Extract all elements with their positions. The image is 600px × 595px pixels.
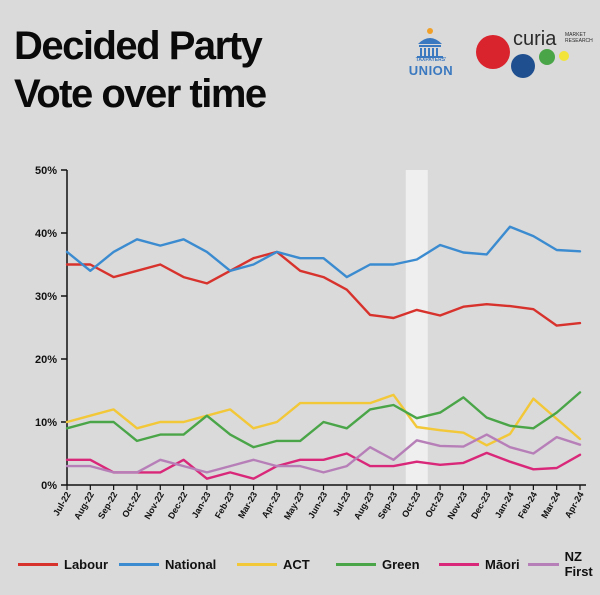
chart-legend: Labour National ACT Green Māori NZ First (0, 549, 600, 579)
taxpayers-union-logo (417, 28, 443, 58)
y-tick-label: 20% (35, 354, 57, 366)
x-tick-label: Sep-22 (96, 490, 119, 520)
curia-wordmark: curia (513, 28, 557, 50)
x-tick-label: Jan-24 (493, 490, 516, 520)
legend-item-national: National (119, 552, 216, 576)
chart-title: Decided Party Vote over time (14, 22, 267, 118)
legend-swatch (119, 562, 159, 566)
x-tick-label: Feb-23 (213, 490, 236, 520)
series-line-m-ori (65, 451, 582, 480)
title-line-1: Decided Party (14, 24, 263, 68)
legend-item-green: Green (336, 552, 420, 576)
y-tick-label: 0% (41, 480, 57, 492)
legend-swatch (336, 562, 376, 566)
legend-label: NZ First (564, 549, 593, 579)
x-tick-label: Apr-23 (260, 490, 283, 520)
x-tick-label: Oct-23 (423, 490, 446, 519)
x-tick-label: Dec-23 (469, 490, 492, 520)
legend-swatch (18, 562, 58, 566)
x-tick-label: Feb-24 (516, 490, 539, 520)
highlight-band (405, 170, 428, 485)
legend-label: Green (382, 556, 420, 572)
x-tick-label: Oct-23 (400, 490, 423, 519)
legend-swatch (528, 562, 559, 566)
x-tick-label: Dec-22 (166, 490, 189, 520)
legend-label: Māori (485, 556, 520, 572)
x-tick-label: Jul-23 (331, 490, 353, 518)
legend-item-m-ori: Māori (439, 552, 520, 576)
x-tick-label: Nov-22 (142, 490, 166, 520)
y-tick-label: 50% (35, 165, 57, 177)
x-tick-label: Apr-24 (563, 490, 586, 520)
legend-item-nz-first: NZ First (528, 549, 600, 579)
y-tick-label: 30% (35, 291, 57, 303)
x-tick-label: Jun-23 (306, 490, 329, 520)
legend-label: National (165, 556, 217, 572)
x-tick-label: Nov-23 (445, 490, 469, 520)
legend-item-act: ACT (237, 552, 310, 576)
y-tick-label: 40% (35, 228, 57, 240)
series-line-labour (65, 250, 582, 327)
x-tick-label: Aug-23 (352, 490, 376, 520)
x-tick-label: Jan-23 (190, 490, 213, 520)
legend-label: ACT (283, 556, 310, 572)
legend-item-labour: Labour (18, 552, 108, 576)
legend-swatch (237, 562, 277, 566)
series-line-national (65, 225, 582, 279)
legend-label: Labour (64, 556, 109, 572)
x-tick-label: Aug-22 (72, 490, 96, 520)
taxpayers-union-small-text: TAXPAYERS' (415, 57, 447, 63)
x-tick-label: Sep-23 (376, 490, 399, 520)
taxpayers-union-big-text: UNION (408, 63, 454, 78)
x-tick-label: May-23 (282, 490, 306, 520)
series-line-green (65, 391, 582, 449)
x-tick-label: Mar-23 (236, 490, 259, 520)
curia-logo (476, 35, 569, 78)
x-tick-label: Jul-22 (51, 490, 73, 518)
title-line-2: Vote over time (14, 72, 267, 116)
series-line-act (65, 393, 582, 447)
y-tick-label: 10% (35, 417, 57, 429)
legend-swatch (439, 562, 479, 566)
x-tick-label: Oct-22 (120, 490, 143, 519)
curia-tagline: MARKET RESEARCH (565, 32, 593, 44)
x-tick-label: Mar-24 (539, 490, 562, 520)
series-line-nz-first (65, 433, 582, 474)
line-chart: 0%10%20%30%40%50%Jul-22 Aug-22 Sep-22 Oct-2… (35, 165, 586, 520)
